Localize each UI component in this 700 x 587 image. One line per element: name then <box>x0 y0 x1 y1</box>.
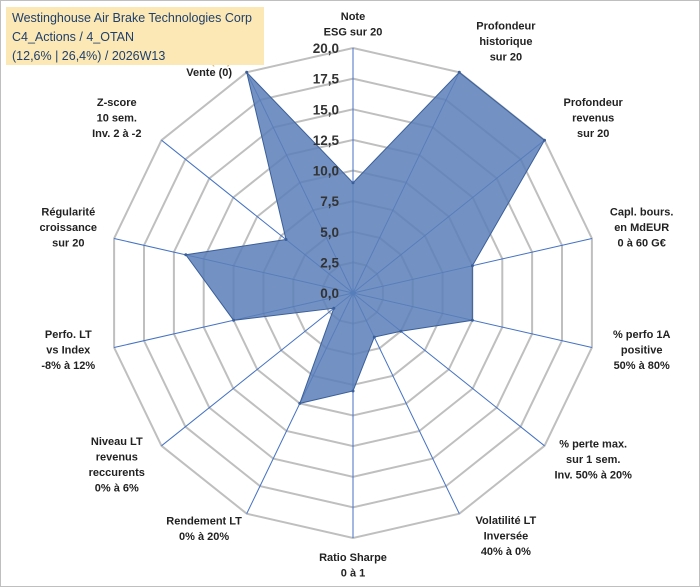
axis-label-line: Note <box>341 11 365 23</box>
axis-label-line: Inversée <box>484 530 529 542</box>
tick-label: 10,0 <box>313 164 339 179</box>
chart-title-line-1: Westinghouse Air Brake Technologies Corp <box>12 11 252 25</box>
axis-label-line: sur 20 <box>52 238 84 250</box>
data-point <box>332 306 336 310</box>
tick-label: 5,0 <box>320 225 339 240</box>
data-point <box>284 238 288 241</box>
axis-label: % perte max. sur 1 sem. Inv. 50% à 20% <box>554 439 632 482</box>
axis-label: Niveau LT revenus reccurents 0% à 6% <box>89 436 145 495</box>
data-point <box>457 70 461 74</box>
axis-label-line: Inv. 50% à 20% <box>554 470 632 482</box>
axis-label: Perfo. LT vs Index -8% à 12% <box>41 329 95 372</box>
axis-label-line: revenus <box>572 112 614 124</box>
data-point <box>470 318 474 322</box>
axis-label-line: Régularité <box>41 207 95 219</box>
axis-label: Capl. bours. en MdEUR 0 à 60 G€ <box>610 207 674 250</box>
axis-label: Vente (0) <box>186 67 232 79</box>
axis-label-line: revenus <box>96 451 138 463</box>
axis-label-line: Profondeur <box>564 97 624 109</box>
axis-label-line: positive <box>621 344 663 356</box>
axis-label-line: Niveau LT <box>91 436 143 448</box>
data-point <box>399 329 403 333</box>
axis-label-line: ESG sur 20 <box>324 27 383 39</box>
axis-label-line: Volatilité LT <box>476 515 537 527</box>
data-point <box>372 335 376 339</box>
axis-label: Profondeur revenus sur 20 <box>564 97 624 140</box>
axis-label: Profondeur historique sur 20 <box>476 21 536 64</box>
axis-label-line: Perfo. LT <box>45 329 92 341</box>
axis-label-line: 0 à 60 G€ <box>618 238 666 250</box>
axis-label-line: sur 20 <box>577 128 609 140</box>
axis-label-line: Capl. bours. <box>610 207 674 219</box>
axis-label-line: Inv. 2 à -2 <box>92 128 141 140</box>
axis-label-line: vs Index <box>46 344 91 356</box>
axis-label-line: Rendement LT <box>166 516 242 528</box>
axis-label-line: sur 20 <box>490 52 522 64</box>
data-point <box>298 401 302 405</box>
data-point <box>184 253 188 257</box>
chart-title-line-3: (12,6% | 26,4%) / 2026W13 <box>12 49 166 63</box>
axis-label-line: Ratio Sharpe <box>319 552 387 564</box>
tick-label: 0,0 <box>320 286 339 301</box>
axis-label-line: 0% à 20% <box>179 531 229 543</box>
tick-label: 20,0 <box>313 41 339 56</box>
data-point <box>232 318 236 322</box>
axis-label-line: 10 sem. <box>97 112 137 124</box>
tick-label: 17,5 <box>313 72 340 87</box>
axis-label-line: -8% à 12% <box>41 360 95 372</box>
axis-label-line: 0% à 6% <box>95 482 139 494</box>
axis-label-line: en MdEUR <box>614 222 669 234</box>
chart-title-line-2: C4_Actions / 4_OTAN <box>12 30 135 44</box>
axis-label-line: 40% à 0% <box>481 546 531 558</box>
axis-label: Volatilité LT Inversée 40% à 0% <box>476 515 537 558</box>
data-point <box>543 138 546 142</box>
data-point <box>245 70 249 74</box>
axis-label: Ratio Sharpe 0 à 1 <box>319 552 387 580</box>
chart-title-box: Westinghouse Air Brake Technologies Corp… <box>6 7 264 65</box>
axis-label-line: % perte max. <box>559 439 627 451</box>
data-point <box>351 181 355 185</box>
axis-label-line: % perfo 1A <box>613 329 671 341</box>
tick-label: 7,5 <box>320 194 339 209</box>
axis-label: % perfo 1A positive 50% à 80% <box>613 329 671 372</box>
axis-spoke <box>161 292 354 447</box>
axis-label: Régularité croissance sur 20 <box>40 207 97 250</box>
axis-label-line: 50% à 80% <box>614 360 670 372</box>
data-point <box>351 389 355 393</box>
axis-label: Z-score 10 sem. Inv. 2 à -2 <box>92 97 141 140</box>
axis-label-line: sur 1 sem. <box>566 454 620 466</box>
axis-label: Note ESG sur 20 <box>324 11 383 39</box>
axis-label-line: Z-score <box>97 97 137 109</box>
axis-label-line: Vente (0) <box>186 67 232 79</box>
tick-label: 15,0 <box>313 102 339 117</box>
axis-label: Rendement LT 0% à 20% <box>166 516 242 544</box>
data-series-area <box>184 70 546 405</box>
axis-label-line: Profondeur <box>476 21 536 33</box>
tick-label: 12,5 <box>313 133 340 148</box>
data-point <box>470 264 474 268</box>
axis-label-line: reccurents <box>89 467 145 479</box>
axis-label-line: 0 à 1 <box>341 568 365 580</box>
tick-label: 2,5 <box>320 255 339 270</box>
axis-label-line: croissance <box>40 222 97 234</box>
axis-label-line: historique <box>479 36 532 48</box>
